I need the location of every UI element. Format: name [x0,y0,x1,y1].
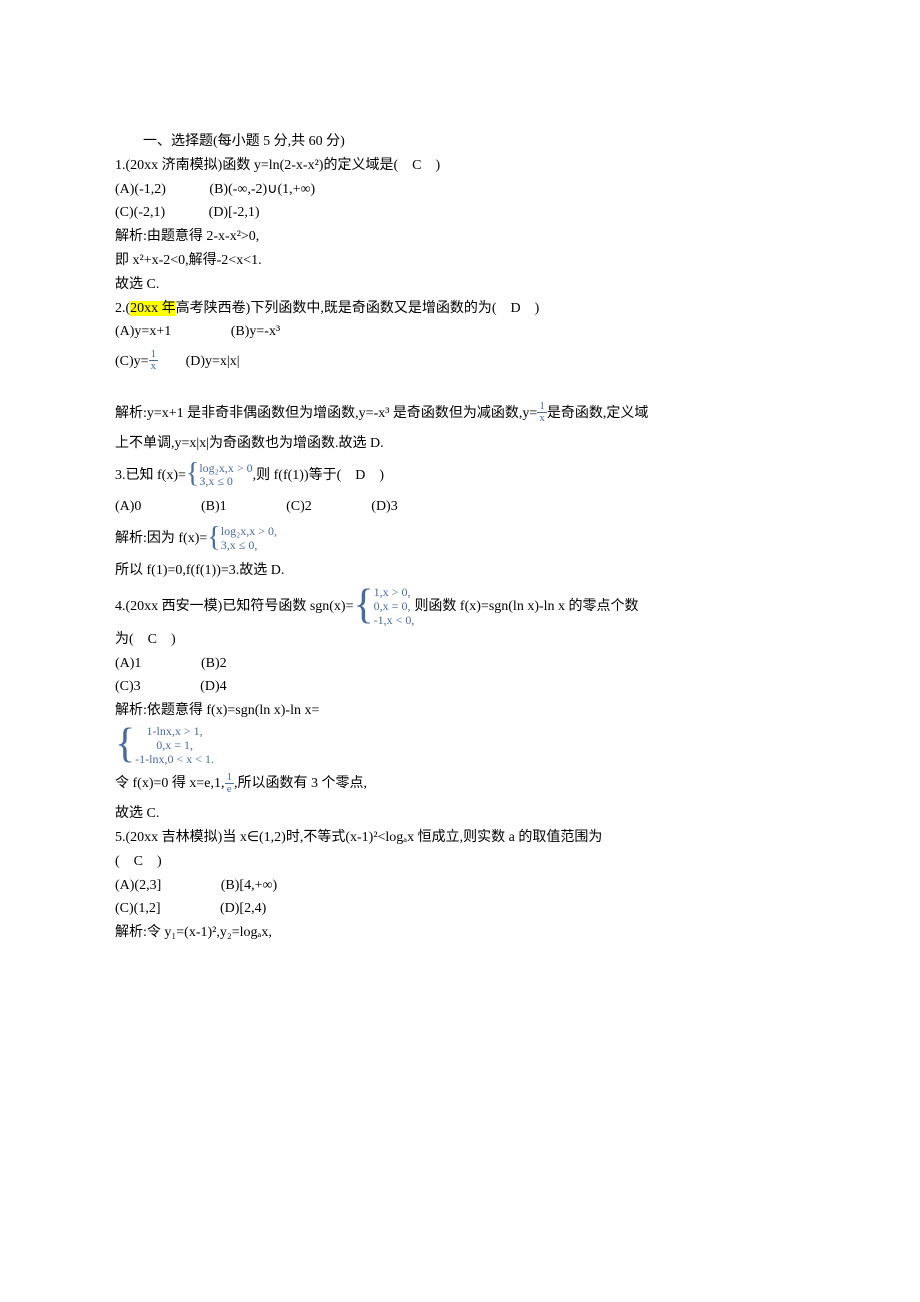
q4-optA: (A)1 [115,656,141,671]
q1-sol2: 即 x²+x-2<0,解得-2<x<1. [115,249,805,273]
q2-options-row2: (C)y=1x (D)y=x|x| [115,350,805,374]
q3-sol1: 解析:因为 f(x)={log₂x,x > 0,3,x ≤ 0, [115,525,805,553]
q4-sol3: 故选 C. [115,802,805,826]
piecewise-icon: {1-lnx,x > 1,0,x = 1,-1-lnx,0 < x < 1. [115,725,214,766]
q2-optA: (A)y=x+1 [115,324,171,339]
q3-sol-pre: 解析:因为 f(x)= [115,531,207,546]
q5-optC: (C)(1,2] [115,901,161,916]
q2-post: 高考陕西卷)下列函数中,既是奇函数又是增函数的为( D ) [176,301,540,316]
q3-sol2: 所以 f(1)=0,f(f(1))=3.故选 D. [115,559,805,583]
q2-sol-pre: 解析:y=x+1 是非奇非偶函数但为增函数,y=-x³ 是奇函数但为减函数,y= [115,406,537,421]
q5-stem2: ( C ) [115,850,805,874]
q4-options-row1: (A)1 (B)2 [115,652,805,676]
document-page: 一、选择题(每小题 5 分,共 60 分) 1.(20xx 济南模拟)函数 y=… [0,0,920,1302]
q2-stem: 2.(20xx 年高考陕西卷)下列函数中,既是奇函数又是增函数的为( D ) [115,297,805,321]
q3-sol-p1: log₂x,x > 0, [221,525,277,539]
q5-options-row2: (C)(1,2] (D)[2,4) [115,897,805,921]
q3-optB: (B)1 [201,499,227,514]
q1-options-row1: (A)(-1,2) (B)(-∞,-2)∪(1,+∞) [115,178,805,202]
fraction-icon: 1e [225,772,235,795]
q1-options-row2: (C)(-2,1) (D)[-2,1) [115,201,805,225]
q5-optD: (D)[2,4) [220,901,266,916]
q4-p1: 1,x > 0, [374,586,415,600]
q2-sol1: 解析:y=x+1 是非奇非偶函数但为增函数,y=-x³ 是奇函数但为减函数,y=… [115,402,805,426]
q2-optB: (B)y=-x³ [231,324,280,339]
q4-stem-pre: 4.(20xx 西安一模)已知符号函数 sgn(x)= [115,599,354,614]
q2-highlight: 20xx 年 [130,301,176,316]
q1-stem: 1.(20xx 济南模拟)函数 y=ln(2-x-x²)的定义域是( C ) [115,154,805,178]
q4-sol1: 解析:依题意得 f(x)=sgn(ln x)-ln x= [115,699,805,723]
q4-p3: -1,x < 0, [374,614,415,628]
q5-sol1: 解析:令 y₁=(x-1)²,y₂=logₐx, [115,921,805,945]
section-header: 一、选择题(每小题 5 分,共 60 分) [115,130,805,154]
q4-stem2: 为( C ) [115,628,805,652]
q4-stem-post: 则函数 f(x)=sgn(ln x)-ln x 的零点个数 [414,599,638,614]
q4-sol2-post: ,所以函数有 3 个零点, [234,776,367,791]
piecewise-icon: {log₂x,x > 0,3,x ≤ 0, [207,525,277,553]
q3-stem: 3.已知 f(x)={log₂x,x > 03,x ≤ 0,则 f(f(1))等… [115,462,805,490]
q5-stem1: 5.(20xx 吉林模拟)当 x∈(1,2)时,不等式(x-1)²<logₐx … [115,826,805,850]
q2-options-row1: (A)y=x+1 (B)y=-x³ [115,320,805,344]
q2-optC-pre: (C)y= [115,354,149,369]
q1-optB: (B)(-∞,-2)∪(1,+∞) [209,182,315,197]
q4-stem: 4.(20xx 西安一模)已知符号函数 sgn(x)={1,x > 0,0,x … [115,586,805,627]
q1-optA: (A)(-1,2) [115,182,166,197]
q1-optC: (C)(-2,1) [115,205,165,220]
q3-stem-post: ,则 f(f(1))等于( D ) [253,468,384,483]
q3-sol-p2: 3,x ≤ 0, [221,539,277,553]
q4-sp3: -1-lnx,0 < x < 1. [135,753,214,767]
q4-optD: (D)4 [200,679,226,694]
q1-sol1: 解析:由题意得 2-x-x²>0, [115,225,805,249]
q1-sol3: 故选 C. [115,273,805,297]
q2-optD: (D)y=x|x| [186,354,240,369]
q3-options: (A)0 (B)1 (C)2 (D)3 [115,495,805,519]
q4-sp2: 0,x = 1, [135,739,214,753]
q2-pre: 2.( [115,301,130,316]
q4-optB: (B)2 [201,656,227,671]
q3-piece1: log₂x,x > 0 [199,462,252,476]
q4-optC: (C)3 [115,679,141,694]
q4-sol-piecewise: {1-lnx,x > 1,0,x = 1,-1-lnx,0 < x < 1. [115,725,805,766]
q5-options-row1: (A)(2,3] (B)[4,+∞) [115,874,805,898]
q3-stem-pre: 3.已知 f(x)= [115,468,186,483]
q2-sol2: 上不单调,y=x|x|为奇函数也为增函数.故选 D. [115,432,805,456]
q5-optA: (A)(2,3] [115,878,161,893]
q3-piece2: 3,x ≤ 0 [199,475,252,489]
q4-sol2: 令 f(x)=0 得 x=e,1,1e,所以函数有 3 个零点, [115,772,805,796]
piecewise-icon: {1,x > 0,0,x = 0,-1,x < 0, [354,586,415,627]
q4-options-row2: (C)3 (D)4 [115,675,805,699]
q5-optB: (B)[4,+∞) [221,878,277,893]
q2-sol-post: 是奇函数,定义域 [547,406,649,421]
q1-optD: (D)[-2,1) [209,205,260,220]
q3-optA: (A)0 [115,499,141,514]
q3-optD: (D)3 [371,499,397,514]
fraction-icon: 1x [149,349,159,372]
q4-p2: 0,x = 0, [374,600,415,614]
piecewise-icon: {log₂x,x > 03,x ≤ 0 [186,462,253,490]
q4-sp1: 1-lnx,x > 1, [135,725,214,739]
q4-sol2-pre: 令 f(x)=0 得 x=e,1, [115,776,225,791]
fraction-icon: 1x [537,401,547,424]
q3-optC: (C)2 [286,499,312,514]
